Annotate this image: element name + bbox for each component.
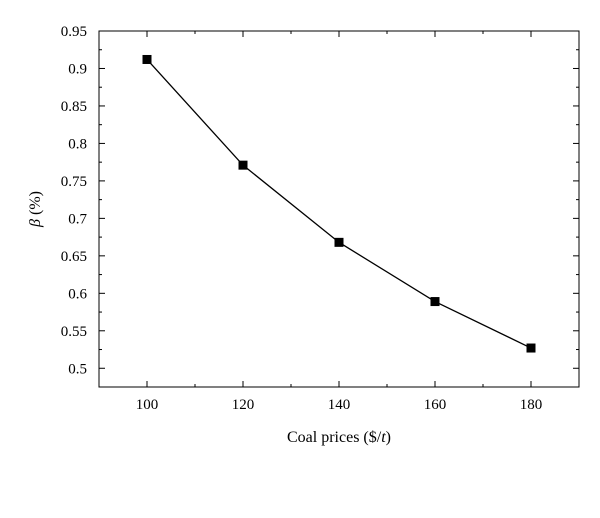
x-tick-label: 120 — [232, 397, 255, 413]
data-point — [142, 54, 152, 64]
data-point — [238, 160, 248, 170]
data-point — [526, 343, 536, 353]
y-tick-label: 0.55 — [61, 324, 87, 340]
y-tick-label: 0.7 — [68, 211, 87, 227]
series-line — [146, 59, 532, 349]
x-tick-label: 180 — [520, 397, 543, 413]
y-tick-label: 0.6 — [68, 286, 87, 302]
x-tick-label: 160 — [424, 397, 447, 413]
y-tick-label: 0.75 — [61, 174, 87, 190]
y-tick-label: 0.5 — [68, 361, 87, 377]
series — [142, 54, 536, 353]
y-tick-label: 0.65 — [61, 249, 87, 265]
x-tick-label: 140 — [328, 397, 351, 413]
y-axis-title: β (%) — [27, 191, 44, 228]
y-tick-label: 0.85 — [61, 99, 87, 115]
y-tick-label: 0.9 — [68, 61, 87, 77]
x-axis: 100 120 140 160 180 — [98, 31, 580, 413]
y-tick-label: 0.8 — [68, 136, 87, 152]
plot-area — [98, 30, 580, 388]
data-point — [334, 237, 344, 247]
x-axis-title: Coal prices ($/t) — [287, 429, 391, 446]
y-tick-label: 0.95 — [61, 24, 87, 40]
y-axis: 0.5 0.55 0.6 0.65 0.7 0.75 0.8 0.85 0.9 0.95 — [61, 24, 579, 388]
data-point — [430, 297, 440, 307]
x-tick-label: 100 — [136, 397, 159, 413]
